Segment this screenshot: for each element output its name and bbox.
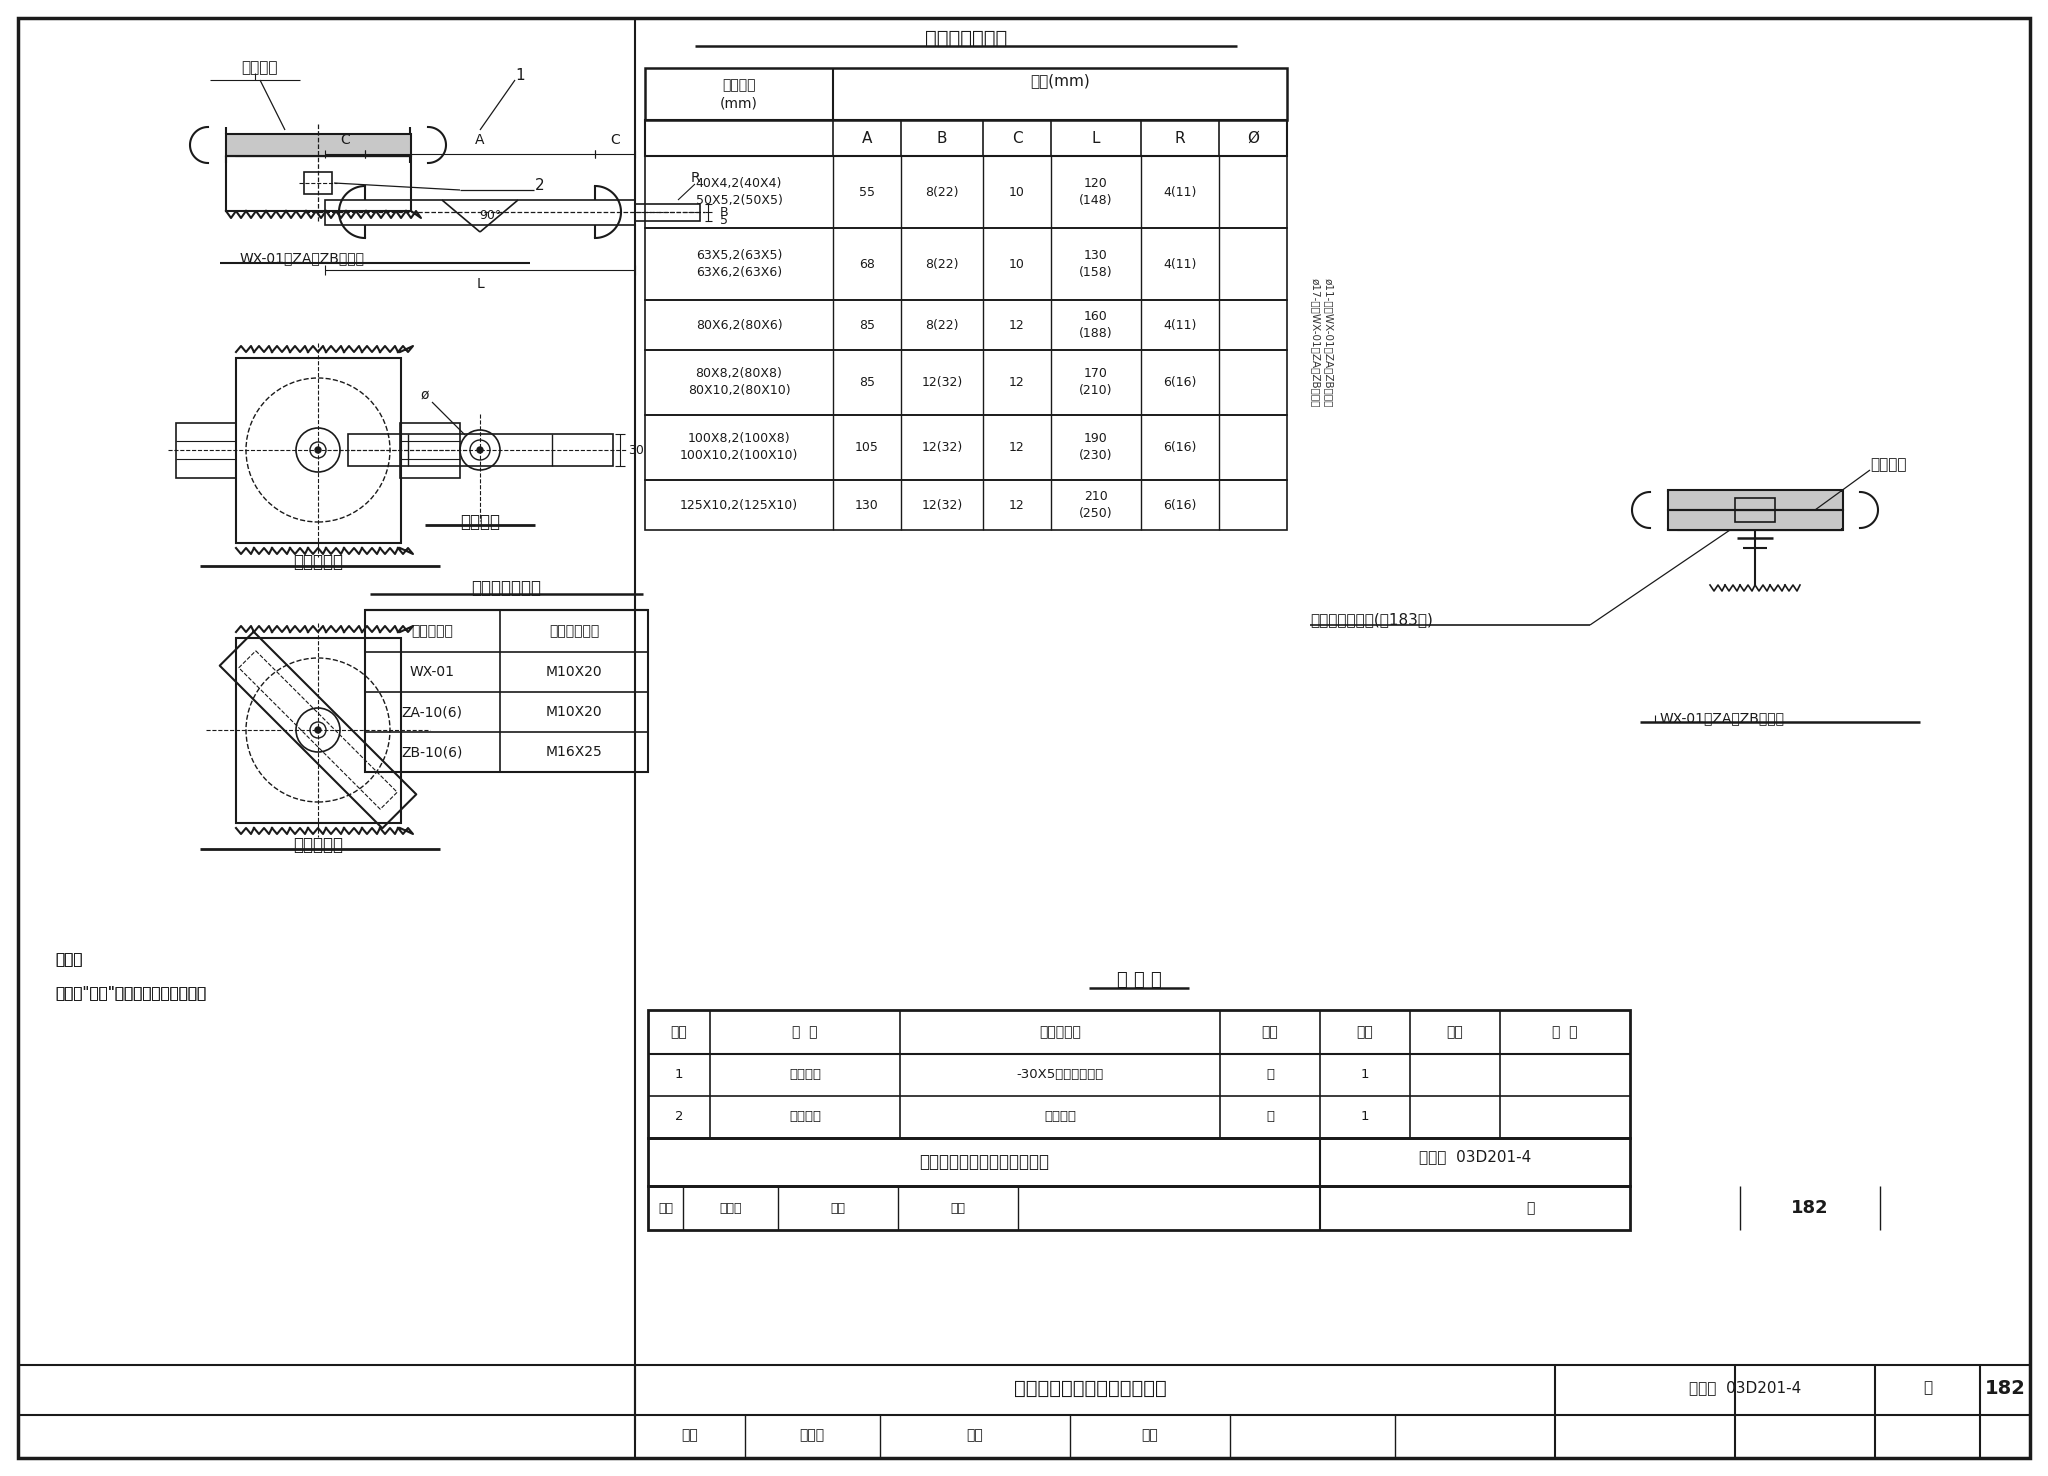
Text: 备  注: 备 注 xyxy=(1552,1024,1577,1039)
Text: 80X8,2(80X8)
80X10,2(80X10): 80X8,2(80X8) 80X10,2(80X10) xyxy=(688,368,791,397)
Text: 户内式支柱绝缘子上母线夹具: 户内式支柱绝缘子上母线夹具 xyxy=(920,1153,1049,1170)
Text: B: B xyxy=(721,205,729,218)
Text: 100X8,2(100X8)
100X10,2(100X10): 100X8,2(100X8) 100X10,2(100X10) xyxy=(680,432,799,462)
Text: 12: 12 xyxy=(1010,499,1024,512)
Text: 说明：: 说明： xyxy=(55,952,82,967)
Polygon shape xyxy=(1667,511,1686,530)
Text: ø11-单片WX-01、ZA、ZB绝缘子
ø17-单片WX-01、ZA、ZB绝缘子: ø11-单片WX-01、ZA、ZB绝缘子 ø17-单片WX-01、ZA、ZB绝缘… xyxy=(1311,279,1333,407)
Polygon shape xyxy=(326,134,342,156)
Bar xyxy=(645,68,1286,120)
Text: 表中："（）"内数字用于双片母线。: 表中："（）"内数字用于双片母线。 xyxy=(55,986,207,1001)
Polygon shape xyxy=(281,134,299,156)
Text: C: C xyxy=(610,133,621,148)
Polygon shape xyxy=(379,134,397,156)
Polygon shape xyxy=(299,134,315,156)
Circle shape xyxy=(315,728,322,734)
Text: 10: 10 xyxy=(1010,257,1024,270)
Polygon shape xyxy=(1677,511,1696,530)
Polygon shape xyxy=(1712,490,1731,511)
Text: C: C xyxy=(1012,130,1022,146)
Polygon shape xyxy=(1802,490,1821,511)
Polygon shape xyxy=(1704,490,1722,511)
Text: 182: 182 xyxy=(1985,1379,2025,1398)
Polygon shape xyxy=(1677,490,1696,511)
Text: 1: 1 xyxy=(1360,1069,1370,1082)
Text: 母线卡子: 母线卡子 xyxy=(461,514,500,531)
Polygon shape xyxy=(244,134,262,156)
Polygon shape xyxy=(1749,511,1767,530)
Text: 沉头螺钉选择表: 沉头螺钉选择表 xyxy=(471,579,541,596)
Text: 标准化: 标准化 xyxy=(719,1201,741,1215)
Polygon shape xyxy=(1767,511,1786,530)
Text: 170
(210): 170 (210) xyxy=(1079,368,1112,397)
Text: 80X6,2(80X6): 80X6,2(80X6) xyxy=(696,319,782,332)
Text: 名  称: 名 称 xyxy=(793,1024,817,1039)
Text: 页: 页 xyxy=(1526,1201,1534,1215)
Text: 12: 12 xyxy=(1010,319,1024,332)
Polygon shape xyxy=(1731,511,1749,530)
Bar xyxy=(647,1187,1630,1230)
Text: 设计: 设计 xyxy=(1141,1427,1159,1442)
Bar xyxy=(645,415,1286,480)
Polygon shape xyxy=(262,134,281,156)
Polygon shape xyxy=(270,134,289,156)
Text: 母线固定前: 母线固定前 xyxy=(293,554,342,571)
Polygon shape xyxy=(1757,511,1776,530)
Polygon shape xyxy=(225,134,244,156)
Polygon shape xyxy=(1812,511,1831,530)
Text: 210
(250): 210 (250) xyxy=(1079,490,1112,520)
Text: 30: 30 xyxy=(629,443,643,456)
Polygon shape xyxy=(289,134,307,156)
Polygon shape xyxy=(1794,511,1812,530)
Text: 8(22): 8(22) xyxy=(926,186,958,198)
Text: 双片母线: 双片母线 xyxy=(1870,458,1907,472)
Text: 尺寸(mm): 尺寸(mm) xyxy=(1030,74,1090,89)
Text: ZB-10(6): ZB-10(6) xyxy=(401,745,463,759)
Text: 182: 182 xyxy=(1792,1199,1829,1218)
Polygon shape xyxy=(352,134,371,156)
Text: 55: 55 xyxy=(858,186,874,198)
Text: 105: 105 xyxy=(856,440,879,453)
Polygon shape xyxy=(1686,490,1704,511)
Polygon shape xyxy=(1794,490,1812,511)
Text: 母线截面
(mm): 母线截面 (mm) xyxy=(721,78,758,111)
Text: 160
(188): 160 (188) xyxy=(1079,310,1112,339)
Polygon shape xyxy=(371,134,387,156)
Text: 68: 68 xyxy=(858,257,874,270)
Polygon shape xyxy=(342,134,360,156)
Bar xyxy=(176,424,236,478)
Text: 2: 2 xyxy=(674,1110,684,1123)
Bar xyxy=(645,480,1286,530)
Polygon shape xyxy=(1741,511,1757,530)
Polygon shape xyxy=(1821,511,1839,530)
Text: A: A xyxy=(862,130,872,146)
Bar xyxy=(236,359,401,543)
Text: WX-01、ZA、ZB绝缘子: WX-01、ZA、ZB绝缘子 xyxy=(1661,711,1786,725)
Text: 130: 130 xyxy=(856,499,879,512)
Polygon shape xyxy=(1821,490,1839,511)
Text: 12(32): 12(32) xyxy=(922,499,963,512)
Polygon shape xyxy=(1722,490,1741,511)
Text: 190
(230): 190 (230) xyxy=(1079,432,1112,462)
Polygon shape xyxy=(1704,511,1722,530)
Polygon shape xyxy=(1722,511,1741,530)
Text: 母线卡子尺寸表: 母线卡子尺寸表 xyxy=(926,28,1008,47)
Polygon shape xyxy=(1712,511,1731,530)
Text: 母线固定后: 母线固定后 xyxy=(293,835,342,855)
Text: 120
(148): 120 (148) xyxy=(1079,177,1112,207)
Text: 1: 1 xyxy=(516,68,524,83)
Text: A: A xyxy=(475,133,485,148)
Text: Ø: Ø xyxy=(1247,130,1260,146)
Polygon shape xyxy=(254,134,270,156)
Text: 2: 2 xyxy=(535,177,545,192)
Text: 审核: 审核 xyxy=(659,1201,674,1215)
Text: 12(32): 12(32) xyxy=(922,440,963,453)
Text: 单位: 单位 xyxy=(1262,1024,1278,1039)
Text: M16X25: M16X25 xyxy=(545,745,602,759)
Polygon shape xyxy=(1831,511,1841,530)
Bar xyxy=(645,120,1286,156)
Bar xyxy=(645,300,1286,350)
Text: 125X10,2(125X10): 125X10,2(125X10) xyxy=(680,499,799,512)
Text: 6(16): 6(16) xyxy=(1163,440,1196,453)
Polygon shape xyxy=(315,134,334,156)
